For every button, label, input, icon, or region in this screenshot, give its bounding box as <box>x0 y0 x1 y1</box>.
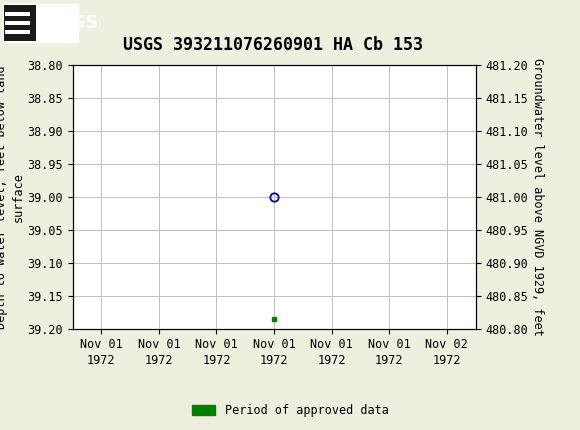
Text: USGS: USGS <box>44 14 99 31</box>
Text: USGS 393211076260901 HA Cb 153: USGS 393211076260901 HA Cb 153 <box>122 36 423 54</box>
Bar <box>3 3 78 42</box>
Y-axis label: Groundwater level above NGVD 1929, feet: Groundwater level above NGVD 1929, feet <box>531 58 544 336</box>
Legend: Period of approved data: Period of approved data <box>187 399 393 422</box>
Bar <box>4 6 36 41</box>
Bar <box>5 12 30 16</box>
Bar <box>5 21 30 25</box>
Y-axis label: Depth to water level, feet below land
surface: Depth to water level, feet below land su… <box>0 65 24 329</box>
Bar <box>5 30 30 34</box>
